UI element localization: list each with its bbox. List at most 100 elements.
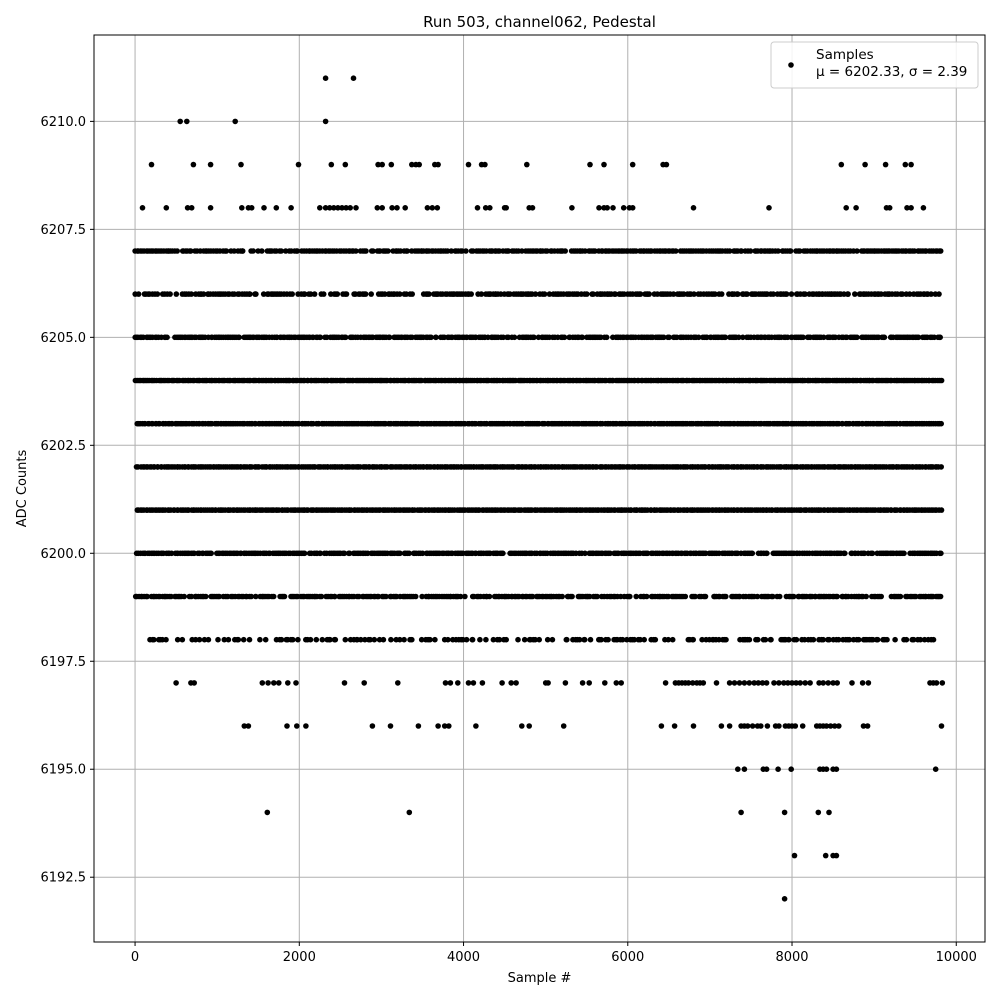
sample-point xyxy=(842,550,848,557)
sample-point xyxy=(682,593,689,600)
sample-point xyxy=(610,205,616,211)
sample-point xyxy=(695,334,702,341)
sample-point xyxy=(285,680,291,686)
sample-point xyxy=(203,593,209,600)
sample-point xyxy=(882,161,889,168)
x-tick-label: 10000 xyxy=(936,950,977,965)
sample-point xyxy=(859,680,866,686)
sample-point xyxy=(661,334,667,341)
sample-point xyxy=(749,723,756,729)
sample-point xyxy=(447,680,454,686)
sample-point xyxy=(196,636,203,643)
sample-point xyxy=(690,205,697,211)
sample-point xyxy=(637,291,644,297)
sample-point xyxy=(135,291,142,297)
sample-point xyxy=(188,205,195,211)
sample-point xyxy=(253,291,259,297)
sample-point xyxy=(546,291,553,297)
x-axis-label: Sample # xyxy=(508,971,572,986)
sample-point xyxy=(892,636,898,643)
sample-point xyxy=(207,205,214,211)
sample-point xyxy=(531,334,537,341)
y-tick-label: 6207.5 xyxy=(41,223,87,238)
sample-point xyxy=(849,680,855,686)
sample-point xyxy=(246,636,253,643)
sample-point xyxy=(915,334,922,341)
sample-point xyxy=(797,680,803,686)
sample-point xyxy=(526,723,532,729)
sample-point xyxy=(874,636,881,643)
sample-point xyxy=(173,680,179,686)
sample-point xyxy=(766,205,772,211)
sample-point xyxy=(257,636,263,643)
sample-point xyxy=(184,118,190,125)
sample-point xyxy=(341,680,348,686)
sample-point xyxy=(799,723,806,729)
sample-point xyxy=(424,205,431,211)
sample-point xyxy=(248,205,255,211)
sample-point xyxy=(317,334,324,341)
sample-point xyxy=(190,161,197,168)
sample-point xyxy=(479,680,486,686)
sample-point xyxy=(284,723,290,729)
sample-point xyxy=(163,205,170,211)
sample-point xyxy=(468,291,475,297)
sample-point xyxy=(825,680,831,686)
sample-point xyxy=(288,205,294,211)
sample-point xyxy=(899,291,906,297)
sample-point xyxy=(878,593,884,600)
sample-point xyxy=(363,248,369,254)
sample-point xyxy=(445,636,451,643)
sample-point xyxy=(643,593,650,600)
sample-point xyxy=(838,161,845,168)
sample-point xyxy=(822,852,829,859)
y-axis-label: ADC Counts xyxy=(15,450,30,528)
sample-point xyxy=(368,291,375,297)
sample-point xyxy=(442,680,449,686)
sample-point xyxy=(788,291,795,297)
sample-point xyxy=(385,248,391,254)
sample-point xyxy=(723,593,729,600)
sample-point xyxy=(350,75,357,81)
sample-point xyxy=(713,680,720,686)
sample-point xyxy=(208,550,214,557)
sample-point xyxy=(307,636,314,643)
sample-point xyxy=(235,636,242,643)
sample-point xyxy=(902,161,909,168)
sample-point xyxy=(738,809,744,816)
sample-point xyxy=(618,680,624,686)
sample-point xyxy=(322,75,329,81)
legend-marker xyxy=(788,62,794,68)
sample-point xyxy=(741,680,748,686)
sample-point xyxy=(307,291,314,297)
sample-point xyxy=(328,161,335,168)
sample-point xyxy=(426,291,432,297)
sample-point xyxy=(379,205,386,211)
sample-point xyxy=(670,291,677,297)
sample-point xyxy=(293,680,299,686)
sample-point xyxy=(878,291,884,297)
sample-point xyxy=(521,636,528,643)
sample-point xyxy=(463,636,470,643)
sample-point xyxy=(388,161,395,168)
sample-point xyxy=(771,680,777,686)
sample-point xyxy=(503,636,510,643)
sample-point xyxy=(290,636,296,643)
sample-point xyxy=(465,161,472,168)
sample-point xyxy=(173,291,180,297)
sample-point xyxy=(465,680,472,686)
sample-point xyxy=(154,291,161,297)
sample-point xyxy=(776,593,783,600)
sample-point xyxy=(270,593,277,600)
sample-point xyxy=(294,723,300,729)
sample-point xyxy=(238,161,244,168)
sample-point xyxy=(746,680,753,686)
sample-point xyxy=(387,723,394,729)
sample-point xyxy=(802,680,808,686)
sample-point xyxy=(477,636,483,643)
sample-point xyxy=(787,248,794,254)
sample-point xyxy=(188,291,195,297)
sample-point xyxy=(741,766,748,772)
sample-point xyxy=(519,723,525,729)
